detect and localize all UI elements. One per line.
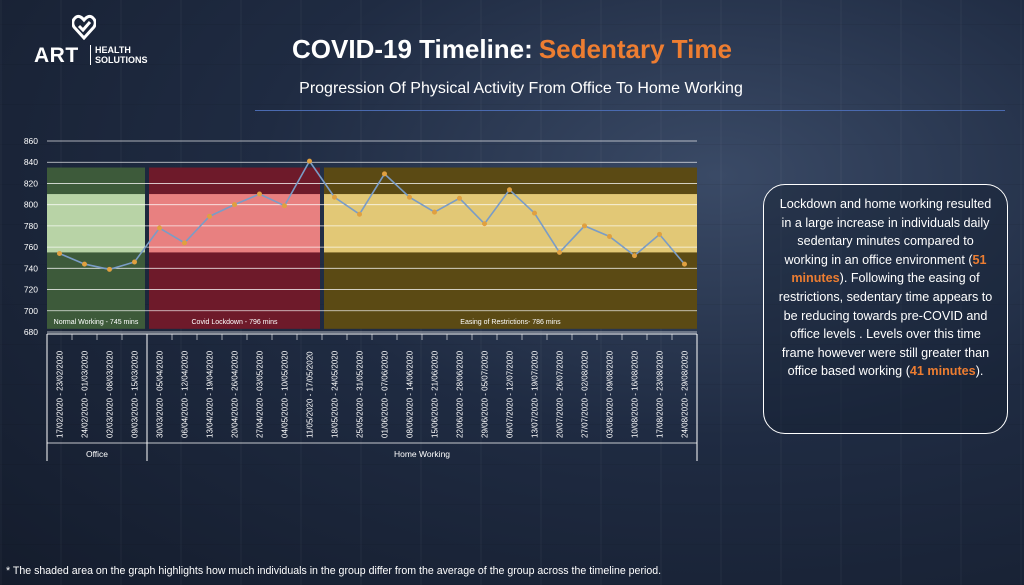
title-main: COVID-19 Timeline: <box>292 34 533 64</box>
x-tick-label: 03/08/2020 - 09/08/2020 <box>606 350 615 438</box>
x-tick-label: 06/04/2020 - 12/04/2020 <box>181 350 190 438</box>
x-tick-label: 18/05/2020 - 24/05/2020 <box>331 350 340 438</box>
x-tick-label: 11/05/2020 - 17/05/2020 <box>306 351 315 438</box>
logo-heart-check-icon <box>72 14 96 40</box>
data-point <box>432 209 437 215</box>
x-tick-label: 17/02/2020 - 23/02/2020 <box>56 350 65 438</box>
y-tick-label: 680 <box>24 327 38 337</box>
x-tick-label: 20/04/2020 - 26/04/2020 <box>231 350 240 438</box>
x-tick-label: 24/08/2020 - 29/08/2020 <box>681 350 690 438</box>
y-tick-label: 720 <box>24 285 38 295</box>
summary-callout: Lockdown and home working resulted in a … <box>763 184 1008 434</box>
x-tick-label: 06/07/2020 - 12/07/2020 <box>506 350 515 438</box>
data-point <box>482 221 487 227</box>
deviation-band <box>324 194 697 253</box>
data-point <box>382 171 387 177</box>
data-point <box>607 234 612 239</box>
y-tick-label: 840 <box>24 157 38 167</box>
data-point <box>57 250 62 256</box>
x-tick-label: 13/07/2020 - 19/07/2020 <box>531 350 540 438</box>
data-point <box>207 213 212 219</box>
y-tick-label: 700 <box>24 306 38 316</box>
data-point <box>357 211 362 217</box>
y-tick-label: 800 <box>24 200 38 210</box>
summary-text-2: ). Following the easing of restrictions,… <box>778 271 993 379</box>
logo-sub-line1: HEALTH <box>95 45 131 55</box>
x-tick-label: 25/05/2020 - 31/05/2020 <box>356 350 365 438</box>
x-tick-label: 22/06/2020 - 28/06/2020 <box>456 350 465 438</box>
summary-highlight-1: 51 minutes <box>791 252 987 286</box>
x-tick-label: 15/06/2020 - 21/06/2020 <box>431 350 440 438</box>
phase-label: Easing of Restrictions- 786 mins <box>460 319 561 326</box>
x-tick-label: 27/04/2020 - 03/05/2020 <box>256 350 265 438</box>
data-point <box>132 259 137 265</box>
phase-label: Normal Working - 745 mins <box>54 319 139 326</box>
y-tick-label: 860 <box>24 136 38 146</box>
data-point <box>332 194 337 200</box>
summary-highlight-2: 41 minutes <box>909 364 976 379</box>
data-point <box>457 195 462 201</box>
data-point <box>82 261 87 267</box>
footnote: * The shaded area on the graph highlight… <box>6 565 662 577</box>
x-tick-label: 04/05/2020 - 10/05/2020 <box>281 350 290 438</box>
x-tick-label: 27/07/2020 - 02/08/2020 <box>581 350 590 438</box>
x-tick-label: 17/08/2020 - 23/08/2020 <box>656 350 665 438</box>
data-point <box>582 223 587 229</box>
data-point <box>657 231 662 237</box>
series-line <box>59 159 686 271</box>
x-tick-label: 20/07/2020 - 26/07/2020 <box>556 350 565 438</box>
group-label: Home Working <box>394 449 450 459</box>
y-tick-label: 820 <box>24 178 38 188</box>
data-point <box>307 158 312 164</box>
x-tick-label: 29/06/2020 - 05/07/2020 <box>481 350 490 438</box>
data-point <box>632 253 637 259</box>
x-tick-label: 30/03/2020 - 05/04/2020 <box>156 350 165 438</box>
data-point <box>232 202 237 208</box>
data-point <box>532 210 537 216</box>
y-tick-label: 740 <box>24 263 38 273</box>
x-tick-label: 01/06/2020 - 07/06/2020 <box>381 350 390 438</box>
deviation-band <box>47 194 145 253</box>
logo-sub-line2: SOLUTIONS <box>95 55 148 65</box>
data-point <box>557 249 562 255</box>
summary-text-3: ). <box>975 364 984 379</box>
data-point <box>157 225 162 231</box>
summary-text-1: Lockdown and home working resulted in a … <box>779 197 992 267</box>
data-point <box>507 187 512 193</box>
page-title: COVID-19 Timeline: Sedentary Time <box>0 34 1024 65</box>
data-point <box>257 191 262 197</box>
page-subtitle: Progression Of Physical Activity From Of… <box>299 80 743 97</box>
x-tick-label: 02/03/2020 - 08/03/2020 <box>106 350 115 438</box>
data-point <box>107 266 112 272</box>
art-health-solutions-logo: ART HEALTH SOLUTIONS <box>34 14 164 70</box>
x-tick-label: 24/02/2020 - 01/03/2020 <box>81 350 90 438</box>
data-point <box>407 194 412 200</box>
y-tick-label: 780 <box>24 221 38 231</box>
data-point <box>282 203 287 209</box>
logo-brand: ART <box>34 44 79 67</box>
x-tick-label: 08/06/2020 - 14/06/2020 <box>406 350 415 438</box>
data-point <box>682 261 687 267</box>
data-point <box>182 240 187 246</box>
title-highlight: Sedentary Time <box>538 34 732 64</box>
y-tick-label: 760 <box>24 242 38 252</box>
title-divider <box>255 110 1005 111</box>
x-tick-label: 13/04/2020 - 19/04/2020 <box>206 350 215 438</box>
x-tick-label: 10/08/2020 - 16/08/2020 <box>631 350 640 438</box>
phase-label: Covid Lockdown - 796 mins <box>192 319 278 326</box>
x-tick-label: 09/03/2020 - 15/03/2020 <box>131 350 140 438</box>
group-label: Office <box>86 449 108 459</box>
logo-subtext: HEALTH SOLUTIONS <box>90 45 148 65</box>
